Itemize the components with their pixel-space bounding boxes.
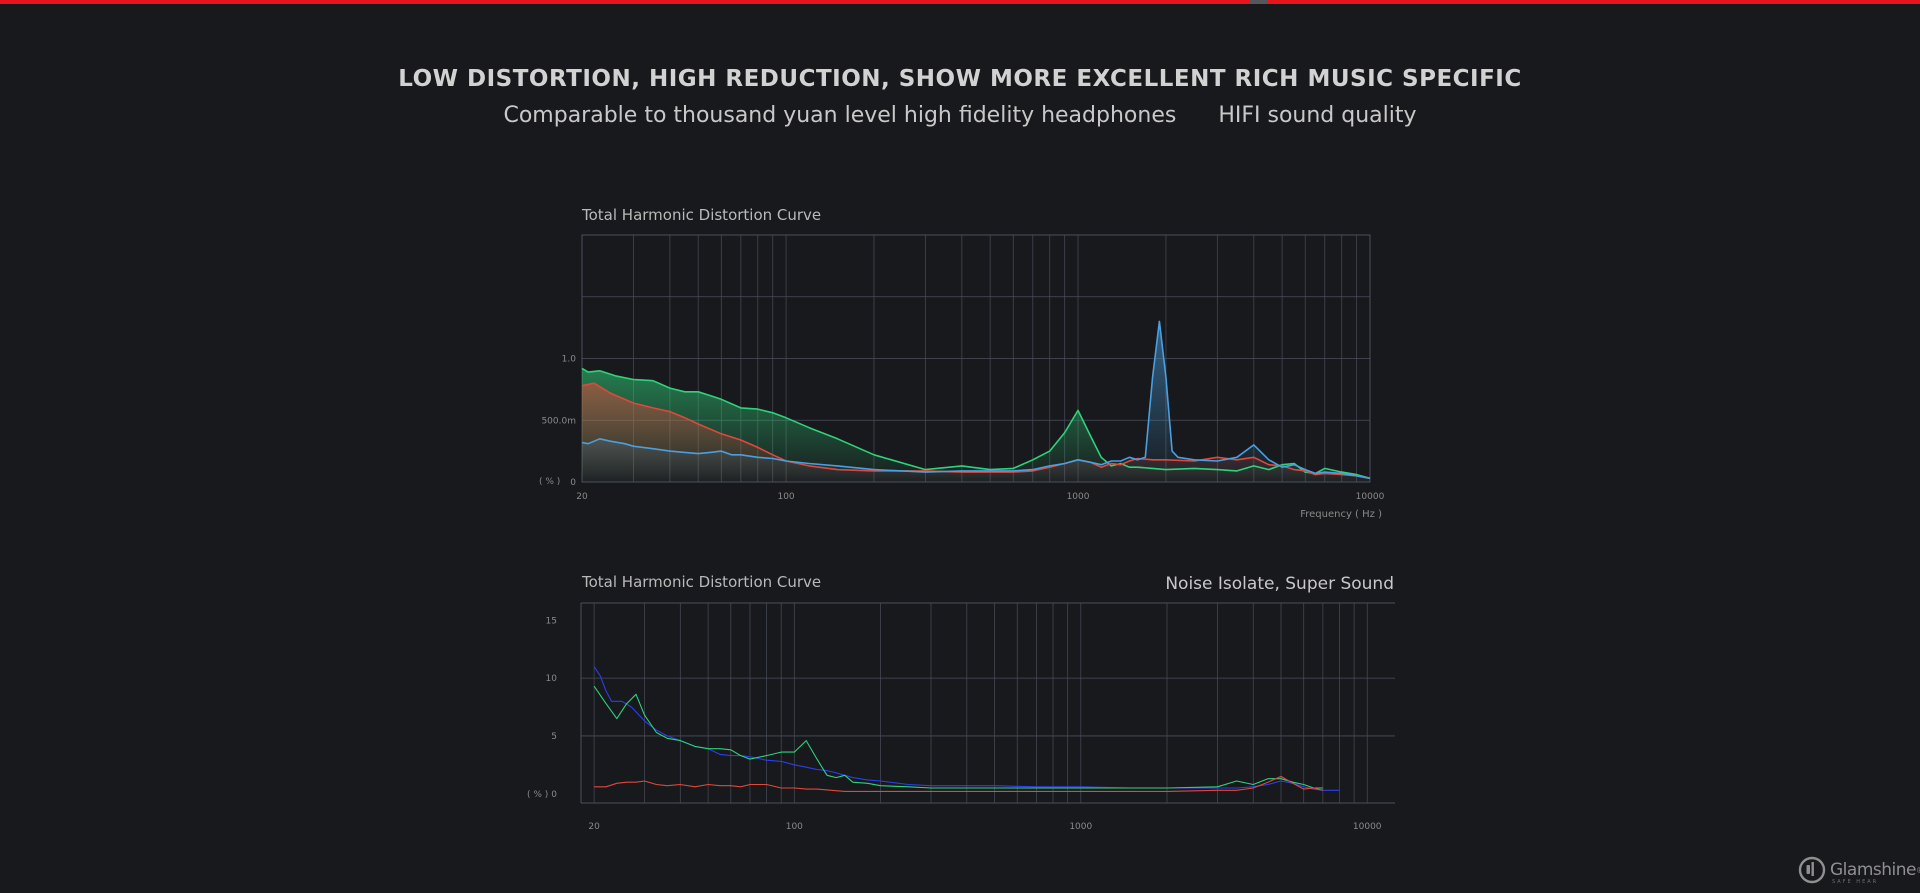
subline-left: Comparable to thousand yuan level high f… — [503, 103, 1177, 128]
series-line-green — [593, 685, 1323, 789]
x-tick-label: 100 — [786, 822, 803, 832]
thd-area-chart: Total Harmonic Distortion Curve 20 100 100… — [539, 206, 1385, 520]
chart-annotation: Noise Isolate, Super Sound — [1165, 574, 1394, 594]
x-tick-label: 20 — [588, 822, 600, 832]
x-tick-label: 1000 — [1067, 492, 1090, 502]
y-tick-label: 10 — [546, 674, 558, 684]
x-tick-label: 20 — [576, 492, 588, 502]
y-tick-label: 0 — [551, 790, 557, 800]
series-fill-green — [582, 368, 1370, 482]
y-tick-label: 500.0m — [541, 416, 576, 426]
y-axis-label: ( % ) — [527, 790, 548, 800]
brand-name: Glamshine — [1830, 860, 1916, 880]
x-tick-label: 100 — [777, 492, 794, 502]
top-accent-bar — [0, 0, 1920, 4]
y-axis-label: ( % ) — [539, 477, 560, 487]
series-line-green — [581, 367, 1371, 480]
y-tick-label: 15 — [546, 616, 557, 626]
brand-tagline: SAFE HEAR — [1832, 879, 1879, 885]
thd-line-chart: Total Harmonic Distortion Curve Noise Is… — [527, 573, 1395, 832]
brand-logo: Glamshine ® SAFE HEAR — [1798, 855, 1920, 885]
x-tick-label: 10000 — [1353, 822, 1382, 832]
chart-series — [593, 666, 1340, 792]
series-line-deep_blue — [593, 666, 1340, 791]
chart-ticks: 20 100 1000 10000 0 5 10 15 — [546, 616, 1382, 832]
x-axis-label: Frequency ( Hz ) — [1300, 509, 1382, 520]
series-line-blue — [581, 320, 1371, 480]
headphone-logo-icon — [1798, 856, 1826, 884]
y-tick-label: 5 — [551, 732, 557, 742]
chart-title: Total Harmonic Distortion Curve — [581, 206, 821, 224]
series-line-red — [594, 775, 1324, 792]
headline: LOW DISTORTION, HIGH REDUCTION, SHOW MOR… — [398, 66, 1522, 92]
subline-right: HIFI sound quality — [1218, 103, 1417, 128]
brand-registered-mark: ® — [1915, 865, 1920, 875]
chart-ticks: 20 100 1000 10000 0 500.0m 1.0 — [541, 355, 1384, 503]
y-tick-label: 0 — [570, 478, 576, 488]
x-tick-label: 10000 — [1356, 492, 1385, 502]
x-tick-label: 1000 — [1069, 822, 1092, 832]
chart-title: Total Harmonic Distortion Curve — [581, 573, 821, 591]
chart-grid — [580, 602, 1395, 804]
subline: Comparable to thousand yuan level high f… — [0, 103, 1920, 128]
y-tick-label: 1.0 — [562, 355, 577, 365]
top-bar-notch — [1250, 0, 1268, 4]
chart-series — [581, 320, 1371, 480]
